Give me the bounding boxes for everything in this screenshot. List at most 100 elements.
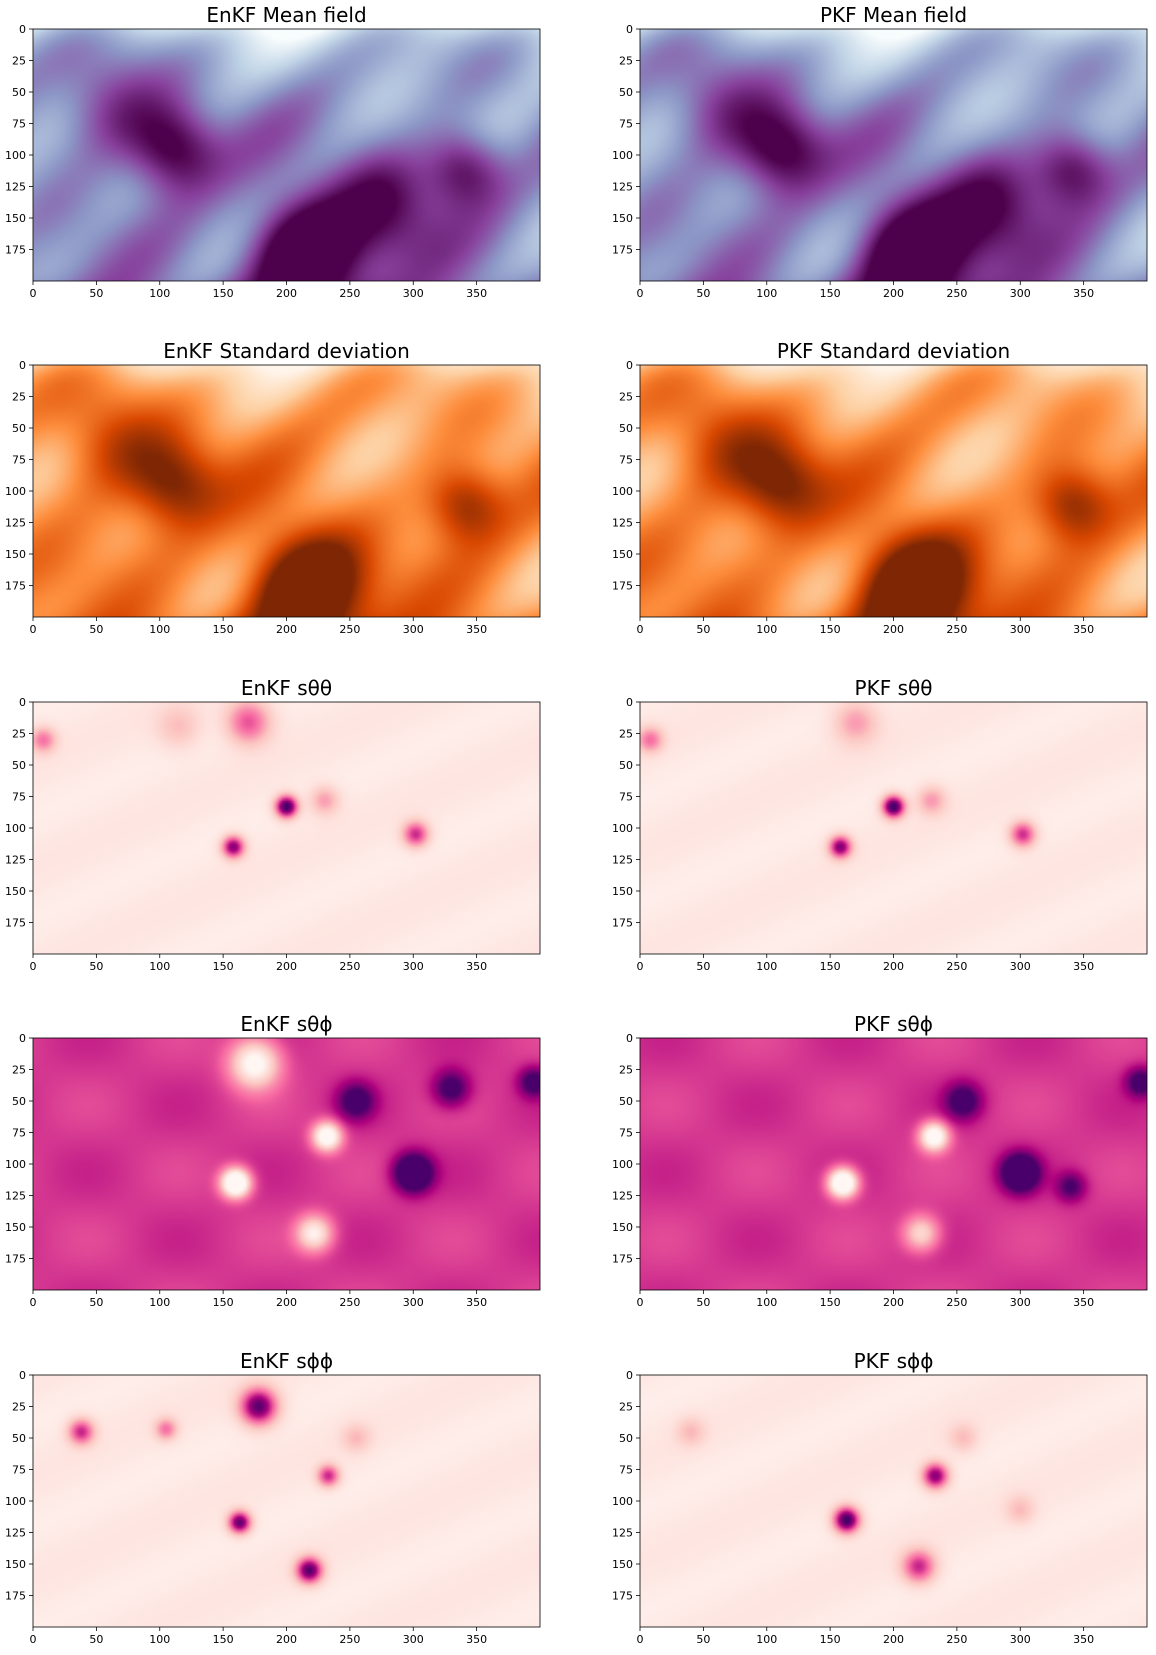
y-tick-label: 50 [619, 759, 633, 772]
x-tick-label: 50 [89, 623, 103, 636]
y-tick-label: 25 [619, 391, 633, 404]
x-tick-label: 200 [276, 960, 297, 973]
x-tick-label: 200 [276, 1633, 297, 1646]
y-tick-label: 150 [612, 212, 633, 225]
x-tick-label: 200 [883, 287, 904, 300]
subplot-5: EnKF sθθ 0 50 100 150 200 250 300 350 0 25 50 75 100 1… [5, 676, 541, 973]
x-tick-label: 100 [149, 1633, 170, 1646]
y-tick-label: 0 [19, 1032, 26, 1045]
y-tick-label: 125 [612, 854, 633, 867]
y-tick-label: 0 [19, 1369, 26, 1382]
x-tick-label: 0 [30, 1633, 37, 1646]
x-tick-label: 300 [403, 287, 424, 300]
x-tick-label: 150 [820, 1296, 841, 1309]
y-tick-label: 50 [619, 422, 633, 435]
y-tick-label: 0 [19, 23, 26, 36]
subplot-1: EnKF Mean field 0 50 100 150 200 250 300 350 0 25 5… [5, 3, 541, 300]
x-tick-label: 150 [820, 960, 841, 973]
x-tick-label: 350 [1073, 1296, 1094, 1309]
y-tick-label: 50 [619, 86, 633, 99]
chart-title: EnKF sθϕ [240, 1012, 332, 1036]
x-tick-label: 350 [466, 1633, 487, 1646]
heatmap-image [640, 365, 1147, 617]
chart-title: PKF Standard deviation [777, 339, 1010, 363]
x-tick-label: 350 [1073, 623, 1094, 636]
x-tick-label: 250 [946, 623, 967, 636]
y-tick-label: 100 [5, 1158, 26, 1171]
chart-title: PKF sθϕ [854, 1012, 933, 1036]
y-tick-label: 150 [612, 1221, 633, 1234]
y-tick-label: 125 [612, 181, 633, 194]
y-tick-label: 25 [12, 1064, 26, 1077]
x-tick-label: 150 [213, 1633, 234, 1646]
y-tick-label: 175 [5, 580, 26, 593]
y-tick-label: 150 [5, 1221, 26, 1234]
x-tick-label: 150 [820, 623, 841, 636]
x-tick-label: 350 [466, 623, 487, 636]
y-tick-label: 75 [12, 1464, 26, 1477]
x-tick-label: 250 [339, 1633, 360, 1646]
heatmap-image [640, 1375, 1147, 1627]
x-tick-label: 50 [89, 287, 103, 300]
heatmap-image [33, 365, 540, 617]
x-tick-label: 300 [1010, 623, 1031, 636]
y-tick-label: 125 [5, 1190, 26, 1203]
y-tick-label: 100 [612, 822, 633, 835]
y-tick-label: 150 [612, 1558, 633, 1571]
y-tick-label: 175 [612, 1253, 633, 1266]
x-tick-label: 100 [756, 287, 777, 300]
x-tick-label: 300 [1010, 1633, 1031, 1646]
y-tick-label: 75 [619, 118, 633, 131]
y-tick-label: 125 [5, 1527, 26, 1540]
y-tick-label: 25 [619, 1064, 633, 1077]
x-tick-label: 200 [883, 623, 904, 636]
x-tick-label: 100 [756, 960, 777, 973]
y-tick-label: 150 [5, 1558, 26, 1571]
x-tick-label: 50 [696, 1633, 710, 1646]
x-tick-label: 300 [403, 1633, 424, 1646]
heatmap-image [33, 1038, 540, 1290]
x-tick-label: 150 [213, 623, 234, 636]
y-tick-label: 125 [612, 1527, 633, 1540]
x-tick-label: 300 [1010, 960, 1031, 973]
x-tick-label: 300 [403, 960, 424, 973]
y-tick-label: 150 [5, 212, 26, 225]
subplot-6: PKF sθθ 0 50 100 150 200 250 300 350 0 25 50 75 100 12… [612, 676, 1148, 973]
x-tick-label: 300 [1010, 1296, 1031, 1309]
x-tick-label: 250 [946, 287, 967, 300]
y-tick-label: 75 [12, 1127, 26, 1140]
y-tick-label: 25 [619, 55, 633, 68]
x-tick-label: 200 [883, 1633, 904, 1646]
y-tick-label: 75 [619, 1127, 633, 1140]
y-tick-label: 175 [5, 917, 26, 930]
y-tick-label: 75 [619, 1464, 633, 1477]
y-tick-label: 125 [612, 517, 633, 530]
y-tick-label: 75 [619, 791, 633, 804]
x-tick-label: 0 [637, 1633, 644, 1646]
y-tick-label: 0 [626, 1369, 633, 1382]
heatmap-image [33, 702, 540, 954]
y-tick-label: 25 [12, 1401, 26, 1414]
x-tick-label: 200 [276, 623, 297, 636]
x-tick-label: 50 [89, 960, 103, 973]
x-tick-label: 250 [339, 1296, 360, 1309]
x-tick-label: 350 [1073, 960, 1094, 973]
x-tick-label: 250 [946, 960, 967, 973]
y-tick-label: 175 [5, 244, 26, 257]
x-tick-label: 150 [820, 287, 841, 300]
y-tick-label: 175 [5, 1253, 26, 1266]
y-tick-label: 150 [612, 885, 633, 898]
chart-title: EnKF sϕϕ [240, 1349, 333, 1373]
heatmap-image [640, 1038, 1147, 1290]
x-tick-label: 0 [637, 960, 644, 973]
x-tick-label: 0 [637, 287, 644, 300]
x-tick-label: 250 [946, 1296, 967, 1309]
chart-title: PKF sϕϕ [854, 1349, 934, 1373]
x-tick-label: 350 [466, 1296, 487, 1309]
y-tick-label: 125 [5, 854, 26, 867]
x-tick-label: 100 [756, 623, 777, 636]
subplot-8: PKF sθϕ 0 50 100 150 200 250 300 350 0 25 50 75 100 12… [612, 1012, 1148, 1309]
x-tick-label: 100 [756, 1296, 777, 1309]
